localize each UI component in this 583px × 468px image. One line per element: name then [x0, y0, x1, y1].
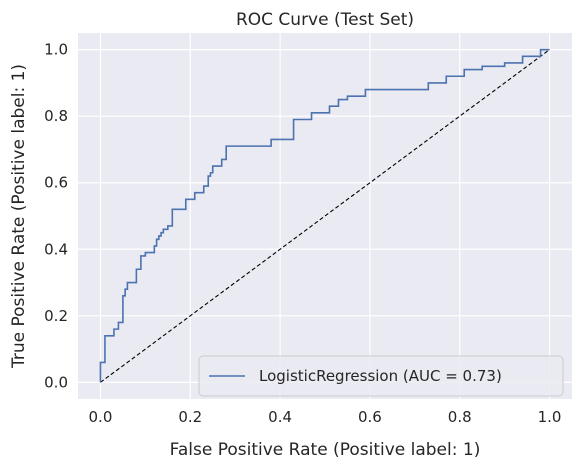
x-tick-label: 0.4	[268, 408, 292, 426]
y-tick-label: 0.0	[44, 373, 68, 391]
chance-line	[100, 49, 550, 383]
tick-labels: 0.0 0.2 0.4 0.6 0.8 1.0 0.0 0.2 0.4 0.6 0.8 1.0	[44, 41, 561, 426]
y-tick-label: 0.6	[44, 174, 68, 192]
x-tick-label: 0.6	[358, 408, 382, 426]
series-layer	[99, 48, 550, 383]
x-tick-label: 0.2	[178, 408, 202, 426]
legend-label-roc: LogisticRegression (AUC = 0.73)	[259, 367, 502, 385]
y-tick-label: 1.0	[44, 41, 68, 59]
chart-title: ROC Curve (Test Set)	[236, 10, 414, 30]
roc-curve	[99, 48, 550, 383]
x-tick-label: 0.8	[448, 408, 472, 426]
x-axis-label: False Positive Rate (Positive label: 1)	[170, 440, 481, 460]
y-tick-label: 0.4	[44, 240, 68, 258]
legend: LogisticRegression (AUC = 0.73)	[198, 355, 564, 397]
x-tick-label: 0.0	[89, 408, 113, 426]
legend-box	[198, 355, 564, 397]
x-tick-label: 1.0	[538, 408, 562, 426]
y-tick-label: 0.2	[44, 307, 68, 325]
y-axis-label: True Positive Rate (Positive label: 1)	[9, 64, 29, 369]
grid-lines	[78, 33, 572, 399]
y-tick-label: 0.8	[44, 107, 68, 125]
